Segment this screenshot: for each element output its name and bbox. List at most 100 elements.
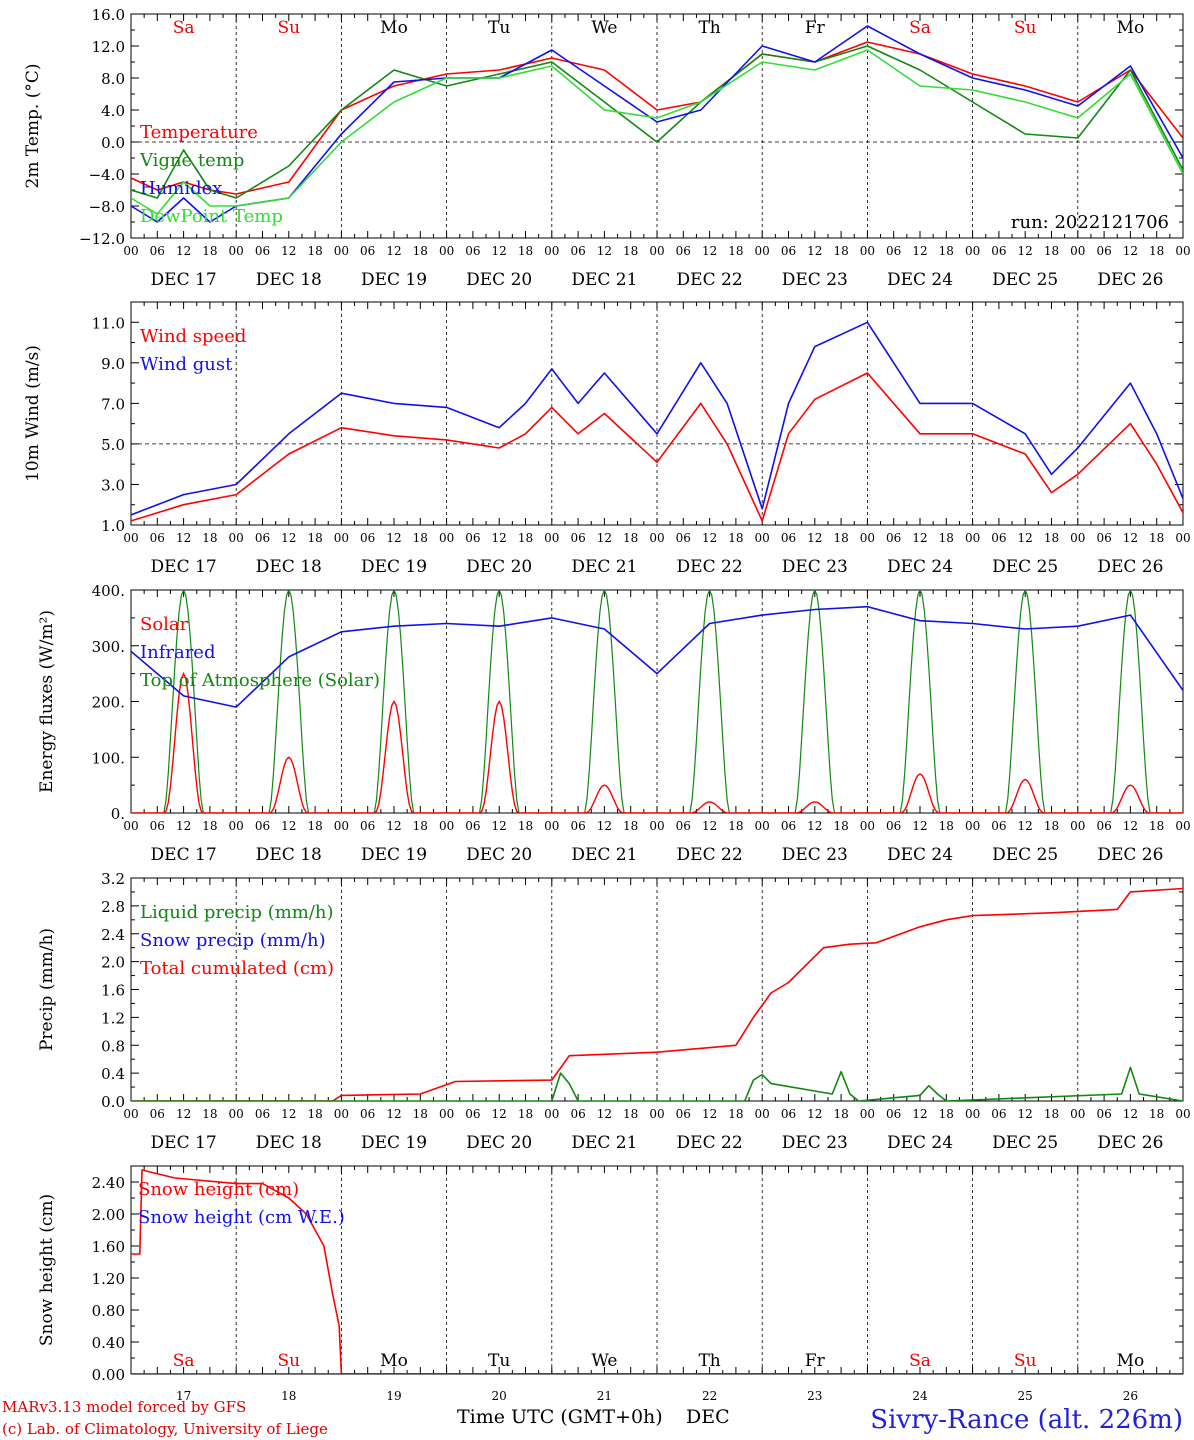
hour-label: 12 <box>386 244 401 258</box>
hour-label: 18 <box>413 819 428 833</box>
day-number: 24 <box>912 1389 928 1403</box>
hour-label: 00 <box>755 244 770 258</box>
date-label: DEC 19 <box>361 270 427 290</box>
date-label: DEC 23 <box>782 1133 848 1153</box>
hour-label: 18 <box>833 819 848 833</box>
y-tick-label: 1.60 <box>92 1238 125 1256</box>
solar-line <box>867 773 973 813</box>
date-label: DEC 23 <box>782 845 848 865</box>
solar-line <box>657 801 763 813</box>
legend-entry: Vigne temp <box>139 150 244 171</box>
hour-label: 06 <box>1096 244 1111 258</box>
model-credit: MARv3.13 model forced by GFS <box>2 1398 246 1416</box>
y-tick-label: 3.2 <box>101 870 125 888</box>
hour-label: 06 <box>886 1107 901 1121</box>
weekday-label: We <box>591 18 617 38</box>
solar-line <box>131 671 237 813</box>
y-tick-label: 2.8 <box>101 898 125 916</box>
hour-label: 06 <box>465 531 480 545</box>
hour-label: 00 <box>755 1107 770 1121</box>
hour-label: 06 <box>1096 1107 1111 1121</box>
hour-label: 12 <box>281 531 296 545</box>
hour-label: 00 <box>229 244 244 258</box>
hour-label: 18 <box>1044 819 1059 833</box>
hour-label: 12 <box>912 531 927 545</box>
y-tick-label: 100. <box>92 749 125 767</box>
hour-label: 12 <box>281 819 296 833</box>
panel-3: 400. 300. 200. 100. 0. Energy fluxes (W/m²) 00… <box>37 582 1191 865</box>
hour-label: 00 <box>334 819 349 833</box>
legend-entry: Humidex <box>140 178 222 199</box>
y-tick-label: 5.0 <box>101 436 125 454</box>
hour-label: 00 <box>860 1107 875 1121</box>
plot-area <box>131 25 1183 223</box>
y-tick-label: 0.00 <box>92 1366 125 1384</box>
hour-label: 06 <box>360 531 375 545</box>
hour-label: 12 <box>1123 819 1138 833</box>
weekday-label: Th <box>698 18 720 38</box>
hour-label: 12 <box>807 531 822 545</box>
hour-label: 18 <box>623 1107 638 1121</box>
y-tick-label: 200. <box>92 694 125 712</box>
weekday-label: We <box>591 1351 617 1371</box>
date-label: DEC 22 <box>677 557 743 577</box>
date-label: DEC 24 <box>887 1133 953 1153</box>
hour-label: 00 <box>1070 531 1085 545</box>
weekday-label: Fr <box>805 1351 826 1371</box>
hour-label: 12 <box>176 819 191 833</box>
legend-entry: Snow height (cm W.E.) <box>138 1207 345 1228</box>
day-number: 20 <box>492 1389 507 1403</box>
hour-label: 06 <box>255 819 270 833</box>
panel-2: 11.0 9.0 7.0 5.0 3.0 1.0 10m Wind (m/s) 00 06 12 1… <box>23 301 1191 577</box>
toa-solar-line <box>551 590 657 813</box>
y-tick-label: 2.4 <box>101 926 125 944</box>
hour-label: 00 <box>860 531 875 545</box>
hour-label: 00 <box>755 531 770 545</box>
hour-label: 00 <box>123 1107 138 1121</box>
plot-frame <box>130 301 1184 526</box>
hour-label: 18 <box>939 531 954 545</box>
weekday-label: Su <box>1014 18 1037 38</box>
hour-label: 12 <box>702 819 717 833</box>
hour-label: 18 <box>1149 531 1164 545</box>
weekday-label: Su <box>1014 1351 1037 1371</box>
weekday-label: Tu <box>488 18 510 38</box>
hour-label: 12 <box>1018 819 1033 833</box>
day-number: 21 <box>597 1389 612 1403</box>
hour-label: 12 <box>597 244 612 258</box>
hour-label: 12 <box>597 531 612 545</box>
hour-label: 12 <box>281 244 296 258</box>
solar-line <box>551 784 657 813</box>
date-label: DEC 23 <box>782 270 848 290</box>
hour-label: 00 <box>755 819 770 833</box>
day-number: 26 <box>1123 1389 1138 1403</box>
hour-label: 12 <box>702 531 717 545</box>
legend-entry: Infrared <box>140 642 215 663</box>
date-label: DEC 19 <box>361 557 427 577</box>
hour-label: 12 <box>492 244 507 258</box>
y-tick-label: 1.2 <box>101 1009 125 1027</box>
date-label: DEC 20 <box>466 270 532 290</box>
weekday-label: Fr <box>805 18 826 38</box>
hour-label: 06 <box>150 1107 165 1121</box>
hour-label: 18 <box>518 1107 533 1121</box>
hour-label: 18 <box>202 531 217 545</box>
weekday-label: Sa <box>173 18 195 38</box>
legend-entry: Liquid precip (mm/h) <box>140 902 334 923</box>
date-label: DEC 18 <box>256 270 322 290</box>
hour-label: 06 <box>886 244 901 258</box>
y-tick-label: 0. <box>111 805 125 823</box>
hour-label: 18 <box>623 819 638 833</box>
hour-label: 06 <box>570 1107 585 1121</box>
toa-solar-line <box>762 590 868 813</box>
y-axis-title: 2m Temp. (°C) <box>23 63 43 188</box>
hour-label: 00 <box>229 531 244 545</box>
date-label: DEC 17 <box>151 845 217 865</box>
hour-label: 18 <box>728 244 743 258</box>
y-tick-label: 2.00 <box>92 1206 125 1224</box>
hour-label: 12 <box>281 1107 296 1121</box>
hour-label: 18 <box>413 531 428 545</box>
date-label: DEC 23 <box>782 557 848 577</box>
hour-label: 06 <box>360 819 375 833</box>
